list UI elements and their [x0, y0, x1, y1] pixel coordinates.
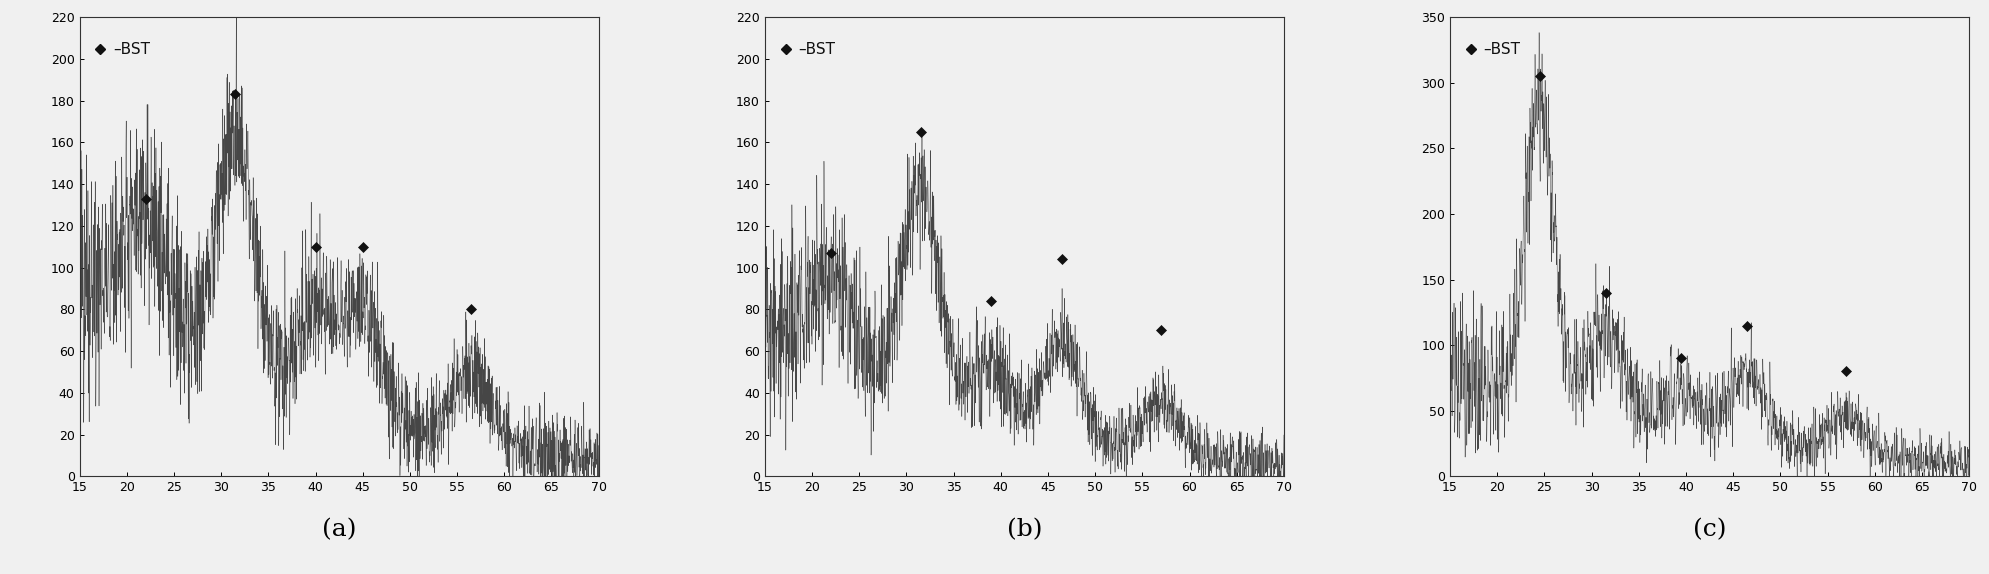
Text: (a): (a) — [322, 518, 356, 541]
Text: –BST: –BST — [113, 42, 151, 57]
Text: –BST: –BST — [798, 42, 835, 57]
Text: (b): (b) — [1006, 518, 1042, 541]
Text: –BST: –BST — [1484, 42, 1522, 57]
Text: (c): (c) — [1693, 518, 1726, 541]
